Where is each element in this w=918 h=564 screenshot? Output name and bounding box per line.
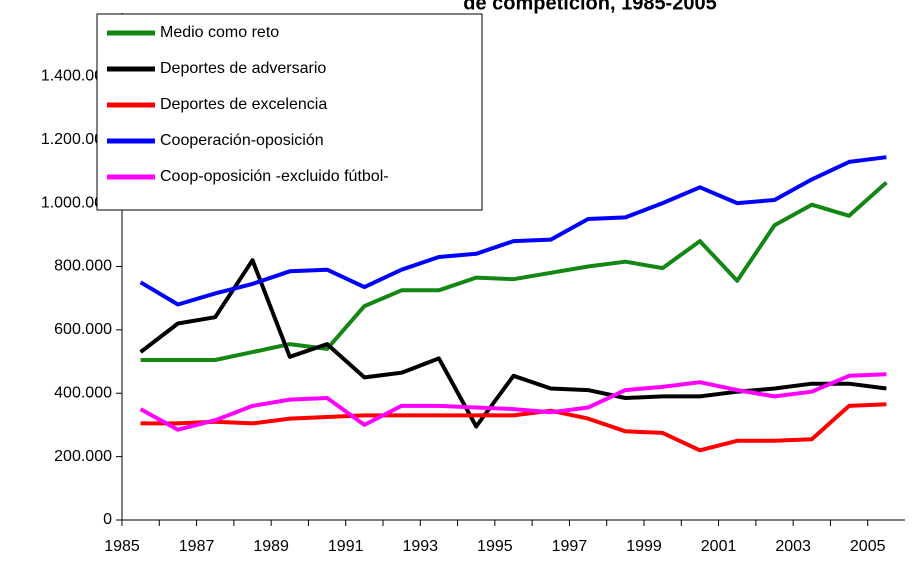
legend-box [96,13,483,211]
y-tick-label: 600.000 [54,321,112,338]
legend-label: Deportes de excelencia [160,96,327,113]
series-line [139,258,887,429]
x-tick-label: 2005 [850,538,886,555]
y-tick-label: 200.000 [54,448,112,465]
x-tick-label: 1987 [179,538,215,555]
y-tick-label: 400.000 [54,384,112,401]
y-tick-label: 1.000.000 [41,194,112,211]
y-tick-label: 800.000 [54,258,112,275]
y-tick-label: 1.200.000 [41,131,112,148]
x-tick-label: 1985 [104,538,140,555]
x-tick-label: 2001 [701,538,737,555]
x-tick-label: 1989 [253,538,289,555]
series-line [140,181,888,362]
legend-label: Deportes de adversario [160,60,326,77]
x-tick-label: 1993 [402,538,438,555]
legend-label: Medio como reto [160,24,279,41]
x-tick-label: 1999 [626,538,662,555]
legend: Medio como reto Deportes de adversario Dep… [96,13,483,211]
chart-title: de competición, 1985-2005 [463,0,716,14]
x-tick-label: 1995 [477,538,513,555]
x-tick-label: 1997 [552,538,588,555]
legend-label: Cooperación-oposición [160,132,324,149]
series-line [139,155,887,307]
legend-label: Coop-oposición -excluido fútbol- [160,168,389,185]
y-tick-label: 0 [103,511,112,528]
x-tick-label: 1991 [328,538,364,555]
series-line [140,402,887,453]
y-tick-label: 1.400.000 [41,68,112,85]
series-line [139,372,887,432]
x-tick-label: 2003 [775,538,811,555]
